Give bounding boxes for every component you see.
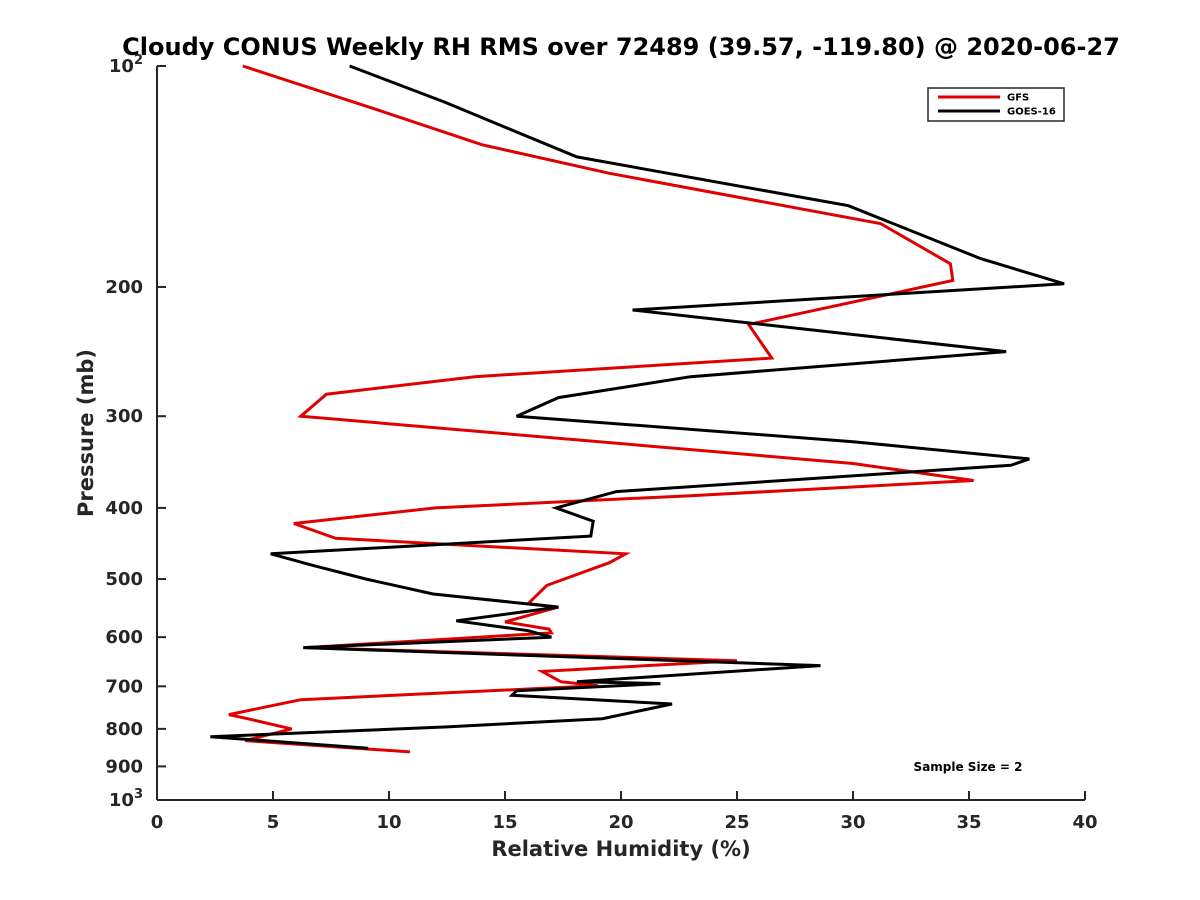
plot-area xyxy=(210,64,1065,754)
y-tick-label: 900 xyxy=(105,756,143,777)
x-tick-label: 25 xyxy=(724,812,749,833)
y-tick-label-bottom: 103 xyxy=(109,787,143,811)
x-tick-label: 20 xyxy=(608,812,633,833)
y-tick-label: 200 xyxy=(105,277,143,298)
y-tick-label: 600 xyxy=(105,627,143,648)
x-tick-label: 5 xyxy=(267,812,280,833)
sample-size-annotation: Sample Size = 2 xyxy=(914,760,1023,774)
series-line-goes-16 xyxy=(210,64,1065,750)
x-axis-label: Relative Humidity (%) xyxy=(491,837,750,861)
legend-label: GFS xyxy=(1007,93,1029,104)
y-tick-label: 800 xyxy=(105,719,143,740)
y-tick-label: 300 xyxy=(105,406,143,427)
y-tick-label: 700 xyxy=(105,676,143,697)
legend: GFS GOES-16 xyxy=(927,87,1065,122)
legend-label: GOES-16 xyxy=(1007,107,1056,118)
legend-box xyxy=(927,87,1065,122)
y-tick-label: 500 xyxy=(105,569,143,590)
x-tick-label: 35 xyxy=(956,812,981,833)
chart-title: Cloudy CONUS Weekly RH RMS over 72489 (3… xyxy=(122,33,1120,61)
x-tick-label: 40 xyxy=(1072,812,1097,833)
y-axis-label: Pressure (mb) xyxy=(74,349,98,517)
y-tick-label-top: 102 xyxy=(109,53,143,77)
x-tick-label: 0 xyxy=(151,812,164,833)
x-tick-label: 10 xyxy=(376,812,401,833)
x-tick-label: 30 xyxy=(840,812,865,833)
x-tick-label: 15 xyxy=(492,812,517,833)
y-tick-label: 400 xyxy=(105,498,143,519)
axes: 0 5 10 15 20 25 30 35 40 200 300 400 500 600 700 800 900… xyxy=(105,53,1097,833)
